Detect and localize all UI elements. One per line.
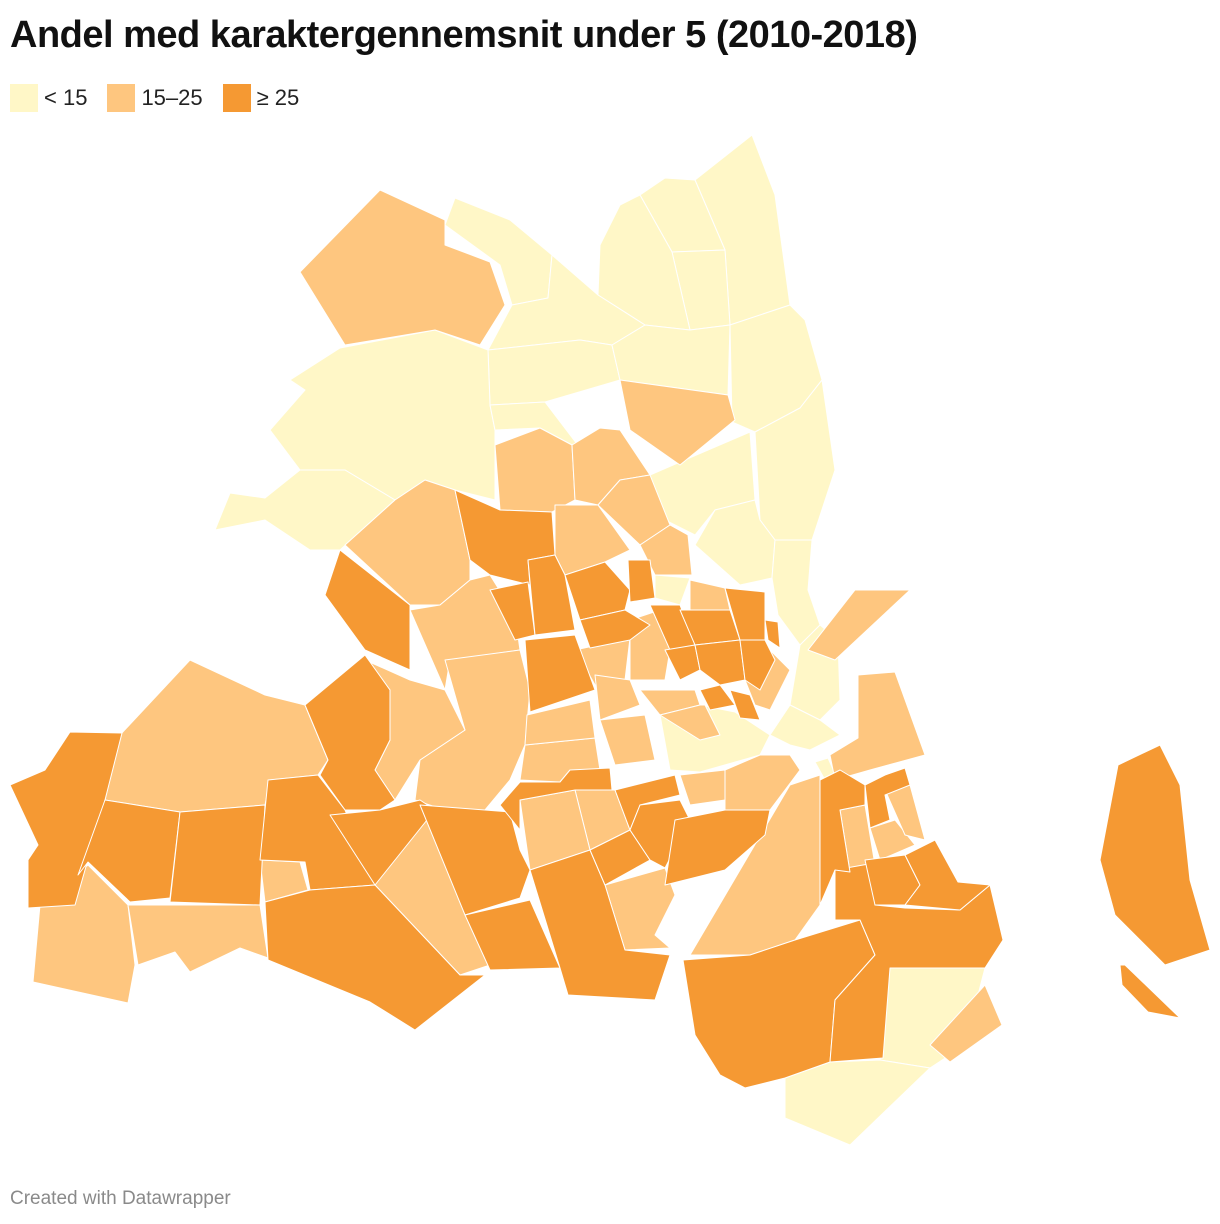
legend-swatch-low xyxy=(10,84,38,112)
footer-credit: Created with Datawrapper xyxy=(10,1188,231,1209)
region-south-ring-5[interactable] xyxy=(679,769,726,806)
region-amager-dark-3[interactable] xyxy=(864,767,911,829)
legend-label-high: ≥ 25 xyxy=(256,85,300,110)
region-center-dark-4[interactable] xyxy=(564,561,631,621)
region-inland-5[interactable] xyxy=(597,474,671,546)
region-south-tip[interactable] xyxy=(929,984,1003,1063)
region-amager-dark-2[interactable] xyxy=(819,769,866,906)
region-amager-north[interactable] xyxy=(829,671,926,781)
region-center-dark-13[interactable] xyxy=(739,639,776,691)
region-center-dark-11[interactable] xyxy=(664,644,701,681)
region-east-south[interactable] xyxy=(771,539,821,646)
region-inland-2[interactable] xyxy=(494,427,576,513)
region-amager-mid2[interactable] xyxy=(869,819,916,861)
chart-title: Andel med karaktergennemsnit under 5 (20… xyxy=(10,14,918,56)
region-center-dark-15[interactable] xyxy=(729,689,761,721)
region-island-east[interactable] xyxy=(1099,744,1211,966)
region-amager-dark-1[interactable] xyxy=(829,861,1004,1063)
region-south-dark-1[interactable] xyxy=(329,799,436,886)
legend-label-low: < 15 xyxy=(44,85,88,110)
region-center-ring-6[interactable] xyxy=(689,579,731,611)
region-south-dark-3[interactable] xyxy=(499,767,613,831)
region-inland-6[interactable] xyxy=(639,524,693,576)
region-sw-dark-3[interactable] xyxy=(169,804,266,906)
region-amager-dark-5[interactable] xyxy=(904,839,991,911)
legend-swatch-mid xyxy=(107,84,136,112)
region-center-dark-5[interactable] xyxy=(524,634,596,713)
legend-swatch-high xyxy=(222,84,251,112)
region-south-dark-8[interactable] xyxy=(629,799,691,869)
region-center-ring-8[interactable] xyxy=(659,704,721,741)
region-south-big[interactable] xyxy=(264,884,486,1031)
legend-label-mid: 15–25 xyxy=(141,85,203,110)
legend-item-mid: 15–25 xyxy=(107,84,203,112)
region-center-a[interactable] xyxy=(654,574,691,606)
region-center-f[interactable] xyxy=(769,704,841,751)
legend-item-low: < 15 xyxy=(10,84,87,112)
region-central-a[interactable] xyxy=(487,339,621,406)
region-center-dark-16[interactable] xyxy=(764,619,781,649)
region-far-south[interactable] xyxy=(784,1059,931,1146)
region-west-mid-dark[interactable] xyxy=(324,549,411,671)
legend: < 15 15–25 ≥ 25 xyxy=(10,84,319,112)
region-center-ring-3[interactable] xyxy=(594,674,641,721)
region-center-dark-3[interactable] xyxy=(527,554,576,636)
legend-item-high: ≥ 25 xyxy=(222,84,300,112)
region-center-ring-4[interactable] xyxy=(599,714,656,766)
region-west-ring-dark[interactable] xyxy=(304,654,396,811)
region-center-dark-12[interactable] xyxy=(694,639,746,686)
region-inland-1[interactable] xyxy=(619,379,736,466)
region-center-dark-6[interactable] xyxy=(579,609,651,649)
region-northwest[interactable] xyxy=(299,189,506,346)
region-sw-2[interactable] xyxy=(127,904,269,973)
region-south-ring-2[interactable] xyxy=(524,699,596,746)
region-south-dark-9[interactable] xyxy=(664,809,771,886)
region-sound-coast[interactable] xyxy=(807,589,911,661)
region-island-sliver[interactable] xyxy=(1119,964,1181,1019)
region-center-dark-7[interactable] xyxy=(627,559,656,603)
